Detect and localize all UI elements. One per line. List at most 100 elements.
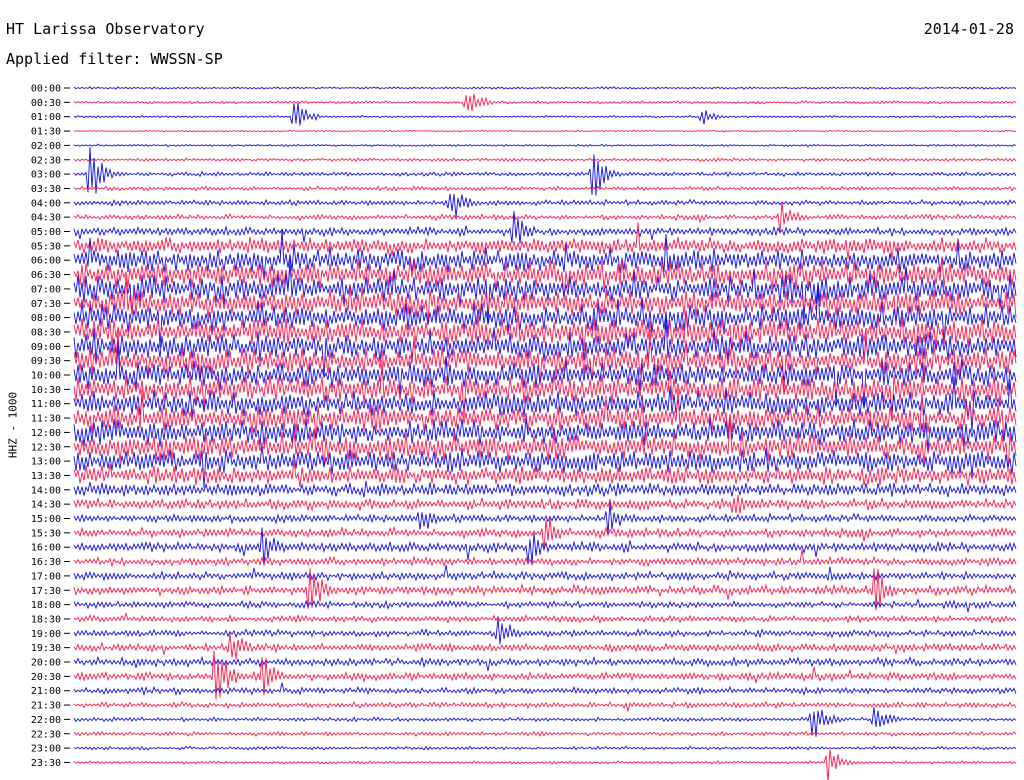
tick-label: 17:00 — [31, 571, 61, 582]
trace-row — [73, 459, 1017, 488]
tick-label: 14:00 — [31, 485, 61, 496]
tick-label: 09:30 — [31, 356, 61, 367]
trace-row — [73, 342, 1017, 407]
tick-label: 11:00 — [31, 399, 61, 410]
tick-label: 06:00 — [31, 256, 61, 267]
trace-row — [73, 229, 1017, 279]
trace-row — [73, 650, 1017, 700]
tick-label: 21:30 — [31, 701, 61, 712]
trace-row — [73, 256, 1017, 301]
trace-row — [73, 129, 1017, 133]
trace-row — [73, 565, 1017, 582]
trace-row — [73, 527, 1017, 566]
tick-label: 12:00 — [31, 428, 61, 439]
tick-label: 19:30 — [31, 643, 61, 654]
tick-label: 03:30 — [31, 184, 61, 195]
tick-label: 06:30 — [31, 270, 61, 281]
tick-label: 22:30 — [31, 729, 61, 740]
tick-label: 19:00 — [31, 629, 61, 640]
tick-label: 02:30 — [31, 155, 61, 166]
trace-row — [73, 201, 1017, 234]
tick-label: 05:30 — [31, 241, 61, 252]
trace-row — [73, 417, 1017, 451]
filter-label: Applied filter: WWSSN-SP — [6, 50, 223, 68]
tick-label: 23:30 — [31, 758, 61, 769]
trace-row — [73, 222, 1017, 260]
trace-row — [73, 700, 1017, 713]
trace-row — [73, 682, 1017, 697]
tick-label: 16:30 — [31, 557, 61, 568]
trace-row — [73, 481, 1017, 498]
record-date: 2014-01-28 — [923, 20, 1014, 38]
tick-label: 05:00 — [31, 227, 61, 238]
tick-label: 04:00 — [31, 198, 61, 209]
trace-row — [73, 707, 1017, 737]
tick-label: 04:30 — [31, 213, 61, 224]
tick-label: 13:30 — [31, 471, 61, 482]
trace-row — [73, 655, 1017, 672]
trace-row — [73, 275, 1017, 326]
tick-label: 10:30 — [31, 385, 61, 396]
trace-row — [73, 749, 1017, 780]
tick-label: 03:00 — [31, 170, 61, 181]
trace-row — [73, 611, 1017, 625]
trace-row — [73, 617, 1017, 645]
trace-row — [73, 147, 1017, 196]
trace-row — [73, 360, 1017, 422]
tick-label: 07:00 — [31, 284, 61, 295]
tick-label: 01:30 — [31, 127, 61, 138]
trace-row — [73, 445, 1017, 488]
trace-group — [73, 86, 1017, 780]
tick-label: 11:30 — [31, 414, 61, 425]
trace-row — [73, 86, 1017, 90]
tick-label: 16:00 — [31, 543, 61, 554]
trace-row — [73, 317, 1017, 377]
tick-label: 18:00 — [31, 600, 61, 611]
trace-row — [73, 518, 1017, 552]
trace-row — [73, 632, 1017, 660]
trace-row — [73, 310, 1017, 353]
trace-row — [73, 259, 1017, 323]
tick-label: 15:30 — [31, 528, 61, 539]
tick-label: 13:00 — [31, 457, 61, 468]
tick-label: 21:00 — [31, 686, 61, 697]
trace-row — [73, 388, 1017, 441]
tick-label: 08:30 — [31, 327, 61, 338]
trace-row — [73, 494, 1017, 514]
trace-row — [73, 745, 1017, 751]
trace-row — [73, 416, 1017, 473]
trace-row — [73, 376, 1017, 432]
tick-label: 18:30 — [31, 614, 61, 625]
tick-label: 15:00 — [31, 514, 61, 525]
tick-label: 10:00 — [31, 371, 61, 382]
trace-row — [73, 143, 1017, 148]
trace-row — [73, 328, 1017, 393]
trace-row — [73, 549, 1017, 568]
tick-label: 14:30 — [31, 500, 61, 511]
trace-row — [73, 286, 1017, 348]
trace-row — [73, 102, 1017, 126]
trace-row — [73, 157, 1017, 163]
tick-label: 20:30 — [31, 672, 61, 683]
tick-label: 02:00 — [31, 141, 61, 152]
tick-label: 00:00 — [31, 84, 61, 95]
trace-row — [73, 598, 1017, 613]
tick-label: 12:30 — [31, 442, 61, 453]
tick-label: 08:00 — [31, 313, 61, 324]
tick-label: 01:00 — [31, 112, 61, 123]
tick-label: 09:00 — [31, 342, 61, 353]
trace-row — [73, 568, 1017, 611]
trace-row — [73, 501, 1017, 534]
tick-label: 22:00 — [31, 715, 61, 726]
tick-label: 23:00 — [31, 744, 61, 755]
time-tick-labels: 00:00 00:30 01:00 01:30 02:00 02:30 03:00 03:30… — [31, 84, 70, 769]
tick-label: 07:30 — [31, 299, 61, 310]
trace-row — [73, 193, 1017, 218]
trace-row — [73, 185, 1017, 192]
station-title: HT Larissa Observatory — [6, 20, 205, 38]
trace-row — [73, 211, 1017, 244]
tick-label: 00:30 — [31, 98, 61, 109]
trace-row — [73, 730, 1017, 737]
trace-row — [73, 93, 1017, 112]
